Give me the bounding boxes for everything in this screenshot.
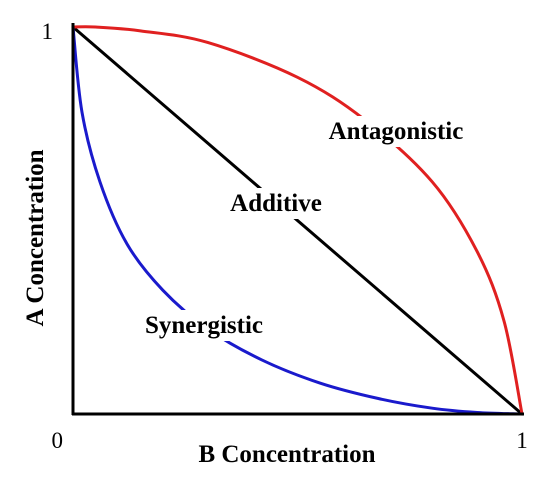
additive-label-background: [222, 188, 330, 219]
synergistic-label-background: [136, 310, 272, 341]
additive-curve-label: Additive: [230, 190, 322, 217]
antagonistic-label-background: [320, 116, 472, 147]
synergistic-curve-label: Synergistic: [145, 312, 263, 339]
y-axis-title: A Concentration: [22, 149, 49, 326]
y-max-tick-label: 1: [42, 19, 54, 44]
x-axis-title: B Concentration: [198, 441, 375, 468]
antagonistic-curve-label: Antagonistic: [329, 118, 464, 145]
x-max-tick-label: 1: [516, 428, 528, 453]
curves-layer: [71, 25, 524, 416]
antagonistic-curve: [71, 25, 524, 416]
additive-curve: [71, 25, 524, 416]
origin-tick-label: 0: [52, 428, 64, 453]
